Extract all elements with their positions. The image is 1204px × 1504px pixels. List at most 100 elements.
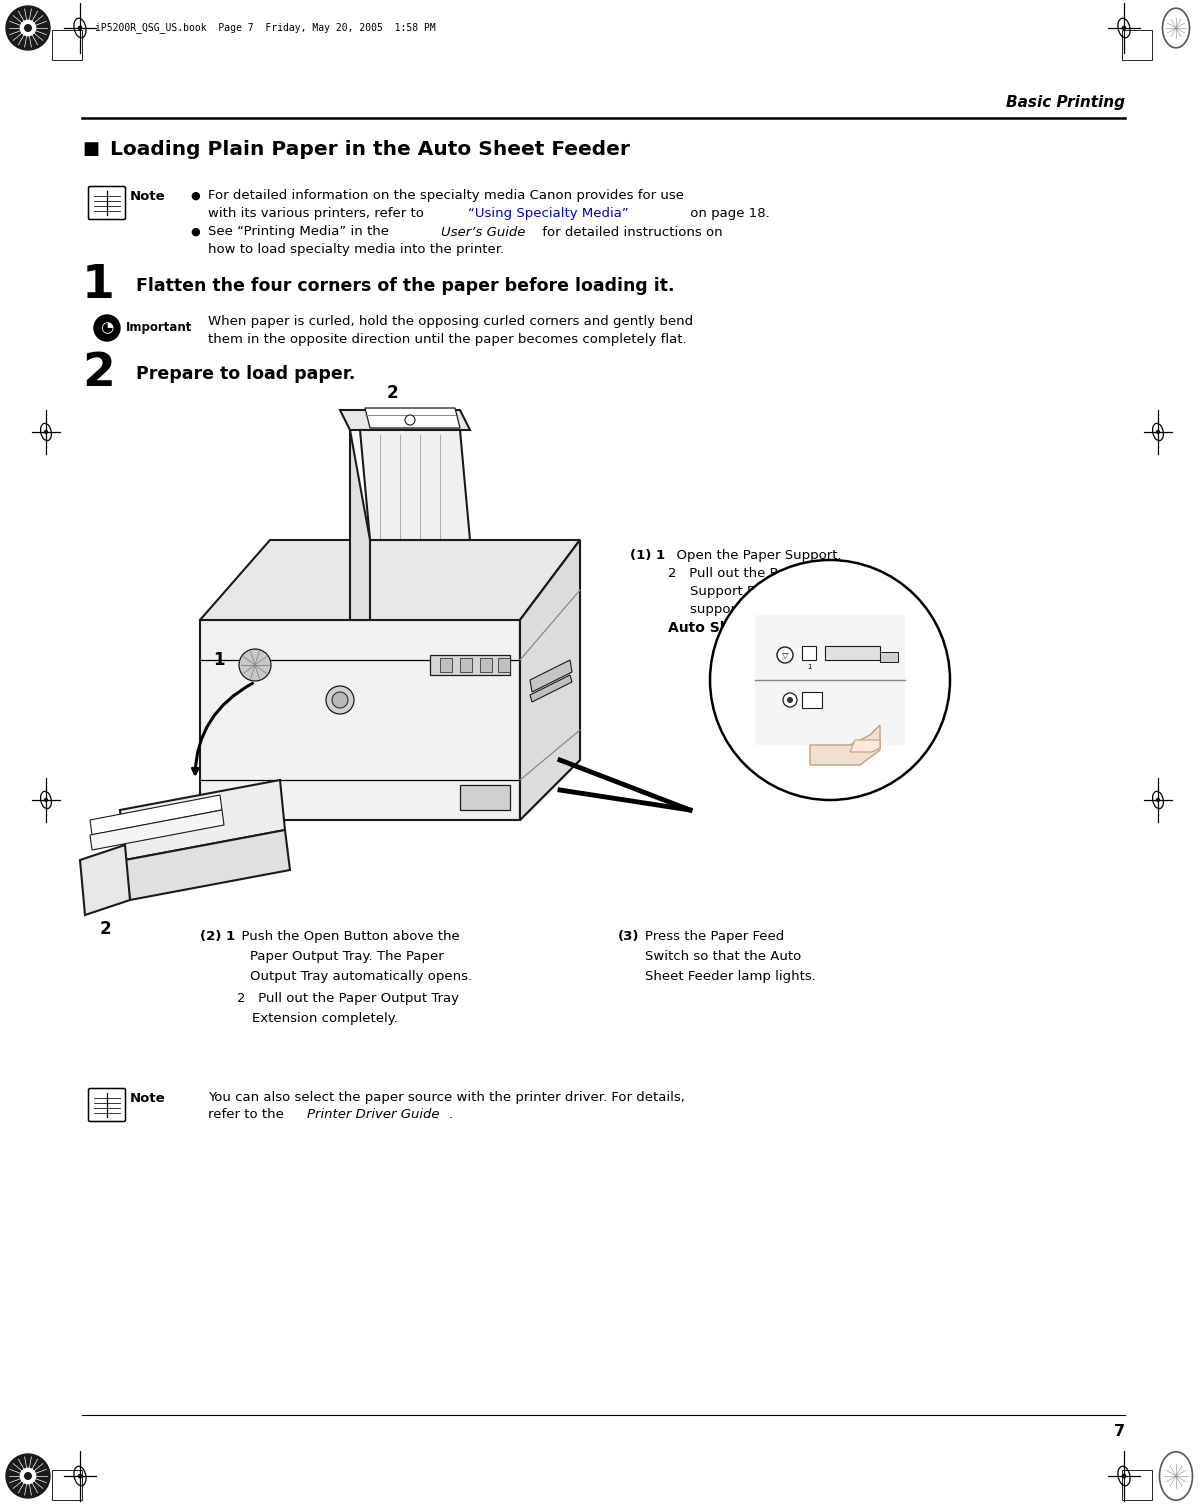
Polygon shape [365,408,460,429]
Circle shape [1157,430,1159,433]
Text: ▽: ▽ [781,651,789,659]
Circle shape [78,27,82,30]
Text: Basic Printing: Basic Printing [1007,95,1125,110]
Text: Loading Plain Paper in the Auto Sheet Feeder: Loading Plain Paper in the Auto Sheet Fe… [110,140,630,159]
Circle shape [78,1474,82,1477]
Circle shape [45,799,47,802]
Polygon shape [79,845,130,914]
Bar [825,647,880,660]
Circle shape [240,650,271,681]
FancyBboxPatch shape [89,186,125,220]
Polygon shape [850,740,880,752]
Text: 2: 2 [82,352,114,397]
Text: 1: 1 [82,263,114,308]
Circle shape [1122,27,1126,30]
Text: Auto Sheet Feeder Lamp: Auto Sheet Feeder Lamp [668,621,862,635]
Text: ■: ■ [82,140,99,158]
Polygon shape [125,830,290,899]
Bar [802,647,816,660]
Polygon shape [520,540,580,820]
Circle shape [25,24,31,32]
Polygon shape [498,659,510,672]
Text: Important: Important [126,322,193,334]
Text: Paper Output Tray. The Paper: Paper Output Tray. The Paper [250,951,444,963]
Text: ●: ● [190,191,200,202]
Text: 2   Pull out the Paper: 2 Pull out the Paper [668,567,808,579]
Text: with its various printers, refer to: with its various printers, refer to [208,206,429,220]
Text: User’s Guide: User’s Guide [441,226,525,239]
Text: Sheet Feeder lamp lights.: Sheet Feeder lamp lights. [645,970,816,984]
Text: ●: ● [190,227,200,238]
Circle shape [45,430,47,433]
Text: ◔: ◔ [100,320,113,335]
Circle shape [20,20,36,36]
Text: 1: 1 [807,663,811,669]
Text: on page 18.: on page 18. [686,206,769,220]
FancyBboxPatch shape [89,1089,125,1122]
Text: Switch so that the Auto: Switch so that the Auto [645,951,801,963]
Polygon shape [120,781,285,860]
Polygon shape [200,540,580,620]
Text: For detailed information on the specialty media Canon provides for use: For detailed information on the specialt… [208,190,684,203]
Circle shape [1122,1474,1126,1477]
Text: Printer Driver Guide: Printer Driver Guide [307,1108,439,1122]
Polygon shape [340,411,470,430]
Text: Support Extension to: Support Extension to [690,585,830,597]
Text: iP5200R_QSG_US.book  Page 7  Friday, May 20, 2005  1:58 PM: iP5200R_QSG_US.book Page 7 Friday, May 2… [95,23,436,33]
Circle shape [1157,799,1159,802]
Circle shape [326,686,354,714]
Circle shape [777,647,793,663]
Circle shape [332,692,348,708]
Polygon shape [810,725,880,766]
Circle shape [6,6,51,50]
Text: how to load specialty media into the printer.: how to load specialty media into the pri… [208,242,504,256]
Circle shape [94,314,120,341]
Text: Open the Paper Support.: Open the Paper Support. [668,549,842,561]
Text: Press the Paper Feed: Press the Paper Feed [645,929,784,943]
Text: Flatten the four corners of the paper before loading it.: Flatten the four corners of the paper be… [136,277,674,295]
Polygon shape [90,811,224,850]
Text: .: . [449,1108,453,1122]
Polygon shape [200,620,520,820]
Text: Push the Open Button above the: Push the Open Button above the [234,929,460,943]
Polygon shape [430,656,510,675]
Text: (3): (3) [618,929,639,943]
Text: 2: 2 [99,920,111,938]
Bar [52,30,82,60]
Polygon shape [90,796,222,835]
Circle shape [783,693,797,707]
Polygon shape [350,430,370,620]
Polygon shape [520,540,580,820]
Polygon shape [460,785,510,811]
Text: support the paper.: support the paper. [690,603,814,615]
Polygon shape [480,659,492,672]
Text: When paper is curled, hold the opposing curled corners and gently bend: When paper is curled, hold the opposing … [208,316,694,328]
Circle shape [25,1472,31,1480]
Circle shape [6,1454,51,1498]
Circle shape [20,1468,36,1484]
Text: See “Printing Media” in the: See “Printing Media” in the [208,226,394,239]
Polygon shape [360,430,470,540]
Text: refer to the: refer to the [208,1108,288,1122]
Polygon shape [439,659,452,672]
Text: Prepare to load paper.: Prepare to load paper. [136,365,355,384]
Bar [880,653,898,662]
Text: You can also select the paper source with the printer driver. For details,: You can also select the paper source wit… [208,1092,685,1104]
Polygon shape [530,660,572,692]
Text: them in the opposite direction until the paper becomes completely flat.: them in the opposite direction until the… [208,332,686,346]
Text: Note: Note [130,1092,166,1104]
Text: 1: 1 [383,489,394,507]
Bar [802,692,822,708]
Bar [52,1469,82,1499]
Circle shape [787,696,793,702]
Polygon shape [460,659,472,672]
Bar [1122,30,1152,60]
Text: Extension completely.: Extension completely. [252,1012,397,1026]
Polygon shape [755,615,905,744]
Text: 2   Pull out the Paper Output Tray: 2 Pull out the Paper Output Tray [237,993,459,1005]
Text: (2) 1: (2) 1 [200,929,235,943]
Circle shape [405,415,415,426]
Text: 1: 1 [213,651,225,669]
Text: Output Tray automatically opens.: Output Tray automatically opens. [250,970,472,984]
Text: (1) 1: (1) 1 [630,549,665,561]
